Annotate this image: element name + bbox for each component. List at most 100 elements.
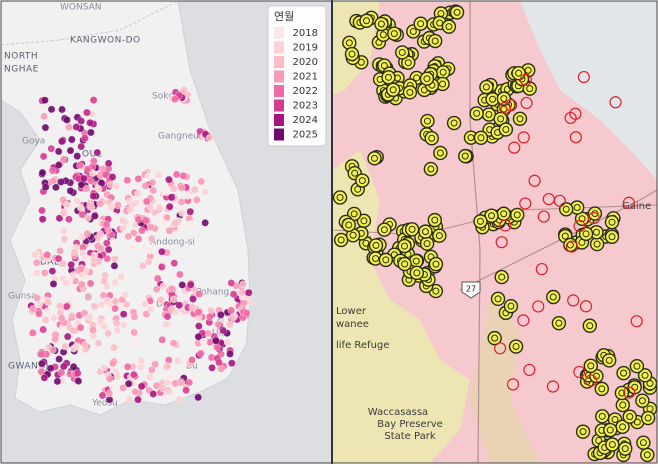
marker-core [423, 240, 431, 248]
point [167, 284, 176, 293]
point [105, 374, 114, 383]
marker-core [573, 204, 581, 212]
point [76, 161, 84, 170]
point [159, 218, 168, 227]
point [105, 389, 114, 398]
marker [355, 173, 370, 188]
place-label: Waccasassa [368, 407, 428, 418]
marker [604, 229, 620, 244]
point [90, 302, 99, 311]
marker-core [435, 232, 443, 240]
route-shield [461, 281, 481, 299]
point [217, 365, 225, 373]
marker [409, 265, 425, 281]
point [47, 105, 56, 114]
marker-core [400, 242, 408, 250]
point [41, 316, 50, 324]
marker-core [626, 413, 634, 421]
marker [622, 409, 637, 424]
point [197, 177, 205, 186]
point [77, 265, 85, 273]
red-marker [622, 196, 635, 209]
marker-core [436, 149, 444, 157]
marker [640, 410, 656, 426]
marker-core [515, 69, 523, 77]
marker-core [561, 232, 569, 240]
point [134, 215, 143, 224]
point [194, 332, 203, 341]
marker [494, 269, 509, 285]
marker-core [526, 85, 534, 93]
point [141, 182, 150, 190]
point [121, 290, 129, 299]
marker [616, 365, 631, 381]
point [65, 215, 73, 224]
point [87, 177, 95, 185]
point [178, 209, 186, 217]
point [80, 341, 89, 349]
red-marker [579, 300, 593, 313]
point [158, 247, 166, 256]
marker [418, 224, 433, 239]
point [137, 356, 145, 365]
marker [359, 13, 374, 28]
red-marker [609, 96, 622, 109]
point [57, 314, 66, 323]
point [55, 214, 64, 223]
legend-label: 2025 [293, 130, 318, 141]
point [87, 203, 96, 212]
point [54, 161, 63, 169]
point [119, 384, 127, 392]
points [332, 4, 658, 463]
red-marker [573, 219, 586, 233]
marker-core [608, 233, 616, 241]
point [40, 112, 48, 121]
point [162, 188, 170, 196]
marker [594, 381, 609, 397]
marker-core [431, 37, 439, 45]
point [58, 137, 66, 146]
marker [575, 424, 591, 439]
point [188, 356, 196, 364]
red-marker [587, 212, 600, 225]
marker-core [608, 441, 616, 449]
point [165, 226, 174, 235]
point [41, 96, 49, 104]
point [177, 379, 185, 387]
legend-swatch [274, 27, 284, 39]
marker-core [379, 31, 387, 39]
point [201, 219, 209, 227]
marker [381, 70, 396, 85]
point [58, 105, 66, 114]
marker [423, 161, 439, 177]
point [185, 378, 194, 387]
point [67, 260, 75, 269]
place-label: State Park [384, 431, 435, 442]
place-label: Andong-si [150, 238, 195, 248]
marker-core [482, 83, 490, 91]
point [138, 226, 146, 235]
marker-core [389, 86, 397, 94]
place-label: KANGWON-DO [70, 36, 141, 46]
marker-core [516, 115, 524, 123]
point [131, 388, 139, 396]
point [177, 198, 186, 206]
point [59, 209, 68, 217]
marker-core [491, 334, 499, 342]
marker [449, 5, 465, 20]
point [60, 235, 69, 243]
marker [603, 422, 618, 438]
place-label: NGHAE [4, 65, 39, 75]
point [229, 290, 238, 299]
legend-label: 2020 [293, 57, 318, 68]
marker [563, 237, 578, 253]
point [148, 366, 156, 374]
marker [420, 113, 435, 129]
region-patch [470, 300, 540, 463]
marker [387, 26, 402, 41]
point [107, 203, 115, 211]
point [170, 259, 178, 267]
point [89, 96, 98, 104]
point [103, 239, 111, 247]
